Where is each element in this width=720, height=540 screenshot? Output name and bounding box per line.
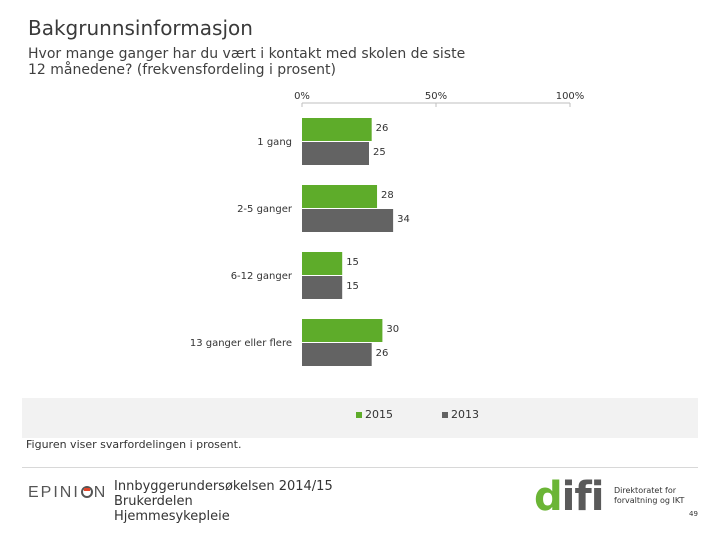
legend-item-2015: 2015: [356, 408, 393, 421]
data-label: 26: [376, 348, 389, 359]
subtitle-line-1: Hvor mange ganger har du vært i kontakt …: [28, 46, 466, 62]
x-tick-label: 50%: [425, 91, 447, 102]
footer-line-3: Hjemmesykepleie: [114, 509, 230, 524]
category-label: 2-5 ganger: [237, 204, 293, 215]
difi-subtitle: Direktoratet for forvaltning og IKT: [614, 486, 684, 506]
footer-line-1: Innbyggerundersøkelsen 2014/15: [114, 479, 333, 494]
bar-2013: [302, 343, 372, 366]
subtitle-line-2: 12 månedene? (frekvensfordeling i prosen…: [28, 62, 336, 78]
bar-2015: [302, 185, 378, 208]
footer-line-2: Brukerdelen: [114, 494, 193, 509]
bar-2013: [302, 209, 394, 232]
legend-label-2015: 2015: [365, 408, 393, 421]
bar-2015: [302, 118, 372, 141]
category-label: 6-12 ganger: [231, 271, 293, 282]
data-label: 15: [346, 281, 359, 292]
bar-2013: [302, 276, 343, 299]
legend-swatch-2015: [356, 411, 362, 418]
difi-sub-line-1: Direktoratet for: [614, 486, 677, 495]
bar-2015: [302, 319, 383, 342]
bar-2015: [302, 252, 343, 275]
legend-item-2013: 2013: [442, 408, 479, 421]
x-tick-label: 100%: [556, 91, 585, 102]
legend-swatch-2013: [442, 411, 448, 418]
chart-subtitle: Hvor mange ganger har du vært i kontakt …: [28, 46, 508, 78]
data-label: 15: [346, 257, 359, 268]
footer-divider: [22, 467, 698, 468]
x-tick-label: 0%: [294, 91, 310, 102]
epinion-logo: EPINI N: [28, 484, 108, 501]
page-number: 49: [689, 510, 698, 518]
bar-chart: 0% 50% 100% 1 gang 26 25 2-5 ganger 28 34 6-12 ga…: [190, 91, 585, 366]
category-label: 1 gang: [257, 137, 292, 148]
data-label: 28: [381, 190, 394, 201]
data-label: 34: [397, 214, 410, 225]
data-label: 26: [376, 123, 389, 134]
footnote: Figuren viser svarfordelingen i prosent.: [26, 438, 242, 451]
difi-logo: difi Direktoratet for forvaltning og IKT: [534, 474, 694, 520]
page-title: Bakgrunnsinformasjon: [28, 16, 253, 40]
data-label: 25: [373, 147, 386, 158]
legend-label-2013: 2013: [451, 408, 479, 421]
legend-background: [22, 398, 698, 438]
difi-sub-line-2: forvaltning og IKT: [614, 496, 685, 505]
data-label: 30: [386, 324, 399, 335]
difi-wordmark: difi: [534, 474, 604, 520]
footer-info: Innbyggerundersøkelsen 2014/15 Brukerdel…: [114, 479, 333, 524]
bar-2013: [302, 142, 369, 165]
category-label: 13 ganger eller flere: [190, 338, 292, 349]
